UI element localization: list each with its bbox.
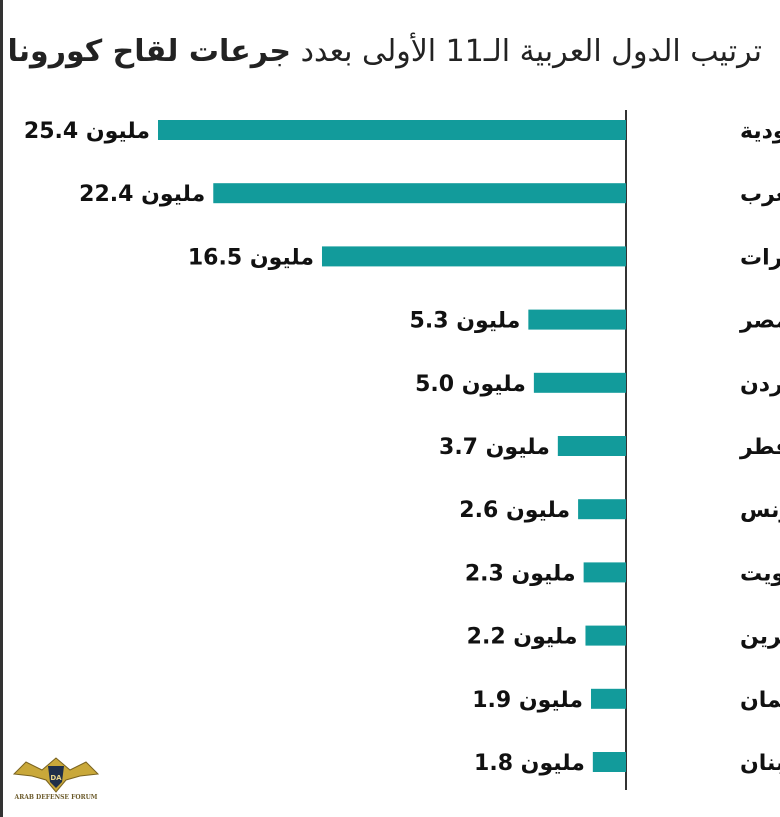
chart-title-bold: جرعات لقاح كورونا <box>7 34 292 69</box>
bar <box>557 436 626 456</box>
category-label: مصر <box>739 309 780 334</box>
bar <box>528 309 626 330</box>
value-label: 1.8 مليون <box>474 751 585 776</box>
value-label: 22.4 مليون <box>79 182 205 207</box>
eagle-logo-icon: DA <box>12 757 100 793</box>
left-border <box>0 0 3 817</box>
value-label: 5.3 مليون <box>410 309 521 334</box>
value-label: 2.3 مليون <box>465 561 576 586</box>
value-label: 25.4 مليون <box>24 119 150 144</box>
chart-title: ترتيب الدول العربية الـ11 الأولى بعدد جر… <box>8 34 762 69</box>
value-label: 16.5 مليون <box>188 245 314 270</box>
bar <box>585 625 626 646</box>
bar <box>213 183 627 204</box>
category-label: الإمارات <box>740 245 780 270</box>
watermark-text: ARAB DEFENSE FORUM <box>14 794 98 801</box>
bar <box>590 688 626 709</box>
bar <box>321 246 626 267</box>
value-label: 2.6 مليون <box>459 498 570 523</box>
value-label: 1.9 مليون <box>472 688 583 713</box>
category-label: الكويت <box>740 561 780 586</box>
category-label: الأردن <box>740 369 780 397</box>
value-label: 3.7 مليون <box>439 435 550 460</box>
svg-text:DA: DA <box>50 774 62 782</box>
category-label: عُمان <box>740 687 780 712</box>
chart-title-regular: ترتيب الدول العربية الـ11 الأولى بعدد <box>300 34 762 69</box>
category-label: المغرب <box>740 182 780 207</box>
value-label: 5.0 مليون <box>415 372 526 397</box>
category-label: البحرين <box>740 625 780 650</box>
bar <box>158 120 626 140</box>
bar <box>592 752 626 772</box>
value-label: 2.2 مليون <box>467 625 578 650</box>
category-label: السعودية <box>740 119 780 144</box>
category-label: قطر <box>739 435 780 460</box>
category-label: لبنان <box>740 751 780 776</box>
category-label: تونس <box>740 498 780 523</box>
bar <box>533 372 626 393</box>
bar <box>578 499 626 520</box>
bar <box>583 562 626 583</box>
watermark: DA ARAB DEFENSE FORUM <box>6 752 106 814</box>
